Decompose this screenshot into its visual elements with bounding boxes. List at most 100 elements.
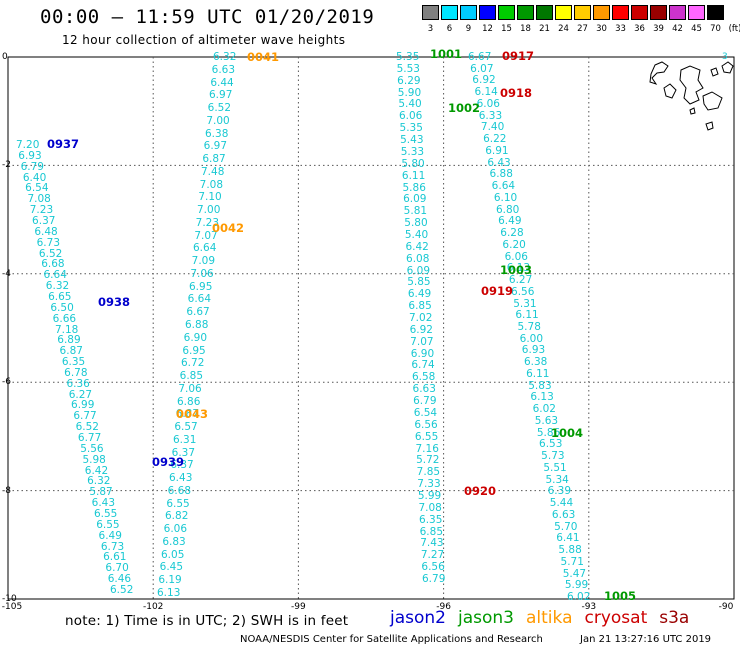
scale-swatch <box>707 5 724 20</box>
swh-value: 6.63 <box>551 508 576 521</box>
swh-value: 6.63 <box>211 63 236 76</box>
swh-value: 6.28 <box>500 227 524 240</box>
swh-value: 6.22 <box>483 133 507 146</box>
swh-value: 6.35 <box>419 513 443 526</box>
swh-value: 6.46 <box>107 573 132 586</box>
swh-value: 6.85 <box>419 525 444 538</box>
swh-value: 7.00 <box>197 204 221 217</box>
swh-value: 6.79 <box>20 160 44 173</box>
swh-value: 6.45 <box>159 561 184 574</box>
swh-value: 7.27 <box>420 549 445 562</box>
scale-tick-label: 24 <box>558 24 569 34</box>
swh-value: 6.87 <box>175 408 200 421</box>
legend-entry: altika <box>526 608 573 628</box>
swh-value: 6.06 <box>398 110 423 123</box>
swh-value: 6.99 <box>71 399 95 412</box>
pass-time-label: 0919 <box>481 284 514 298</box>
pass-time-label: 1003 <box>500 263 533 277</box>
x-tick-label: -93 <box>581 602 597 612</box>
swh-value: 6.50 <box>50 301 74 314</box>
scale-tick-label: 39 <box>653 24 664 34</box>
swh-value: 7.08 <box>199 178 224 191</box>
scale-swatch <box>593 5 610 20</box>
generated-timestamp: Jan 21 13:27:16 UTC 2019 <box>580 634 712 645</box>
swh-value: 7.08 <box>418 501 442 514</box>
legend-entry: jason2 <box>390 608 446 628</box>
scale-tick-label: 70 <box>710 24 721 34</box>
swh-value: 6.40 <box>22 171 47 184</box>
swh-value: 6.00 <box>519 332 544 345</box>
swh-value: 6.65 <box>48 290 72 303</box>
swh-value: 5.72 <box>416 454 440 467</box>
pass-time-label: 1001 <box>430 47 463 61</box>
right-edge-label: 3 <box>722 52 728 62</box>
scale-tick-label: 3 <box>427 24 434 34</box>
swh-value: 6.06 <box>504 250 528 263</box>
swh-value: 6.54 <box>25 182 49 195</box>
swh-value: 7.06 <box>178 382 202 395</box>
swh-value: 6.77 <box>73 410 97 423</box>
swh-value: 6.97 <box>203 140 228 153</box>
scale-swatch <box>422 5 439 20</box>
swh-value: 6.32 <box>213 51 237 63</box>
swh-value: 7.23 <box>29 204 54 217</box>
swh-value: 5.43 <box>400 134 424 147</box>
swh-value: 6.67 <box>468 51 492 63</box>
swh-value: 6.55 <box>166 497 190 510</box>
swh-value: 6.07 <box>470 62 494 75</box>
swh-value: 7.02 <box>409 312 433 324</box>
swh-value: 6.95 <box>182 344 206 357</box>
swh-value: 7.10 <box>198 191 222 204</box>
swh-value: 5.35 <box>399 122 423 135</box>
swh-value: 5.40 <box>404 228 429 241</box>
swh-value: 6.95 <box>189 280 213 293</box>
swh-value: 6.49 <box>407 288 432 301</box>
swh-value: 6.88 <box>185 319 209 331</box>
swh-value: 6.06 <box>476 97 500 110</box>
swh-value: 5.35 <box>396 51 420 63</box>
x-tick-label: -99 <box>291 602 306 612</box>
swh-value: 7.43 <box>420 537 444 550</box>
swh-value: 6.77 <box>77 432 102 445</box>
swh-value: 6.53 <box>539 438 563 451</box>
scale-swatch <box>669 5 686 20</box>
swh-value: 7.40 <box>480 121 505 134</box>
pass-time-label: 1002 <box>448 101 481 115</box>
swh-value: 5.44 <box>549 497 574 510</box>
scale-swatch <box>536 5 553 20</box>
swh-value: 5.73 <box>541 450 565 463</box>
scale-tick-label: 18 <box>520 24 531 34</box>
swh-value: 6.55 <box>414 430 439 443</box>
scale-swatch <box>631 5 648 20</box>
swh-value: 6.57 <box>174 421 198 434</box>
swh-value: 5.51 <box>543 461 567 474</box>
scale-swatch <box>460 5 477 20</box>
swh-value: 6.55 <box>96 518 120 531</box>
swh-value: 5.81 <box>403 205 428 218</box>
chart-subtitle: 12 hour collection of altimeter wave hei… <box>62 33 346 47</box>
swh-value: 6.49 <box>498 215 522 228</box>
swh-value: 6.79 <box>413 395 437 408</box>
swh-value: 6.74 <box>411 359 435 372</box>
pass-time-label: 0937 <box>47 137 80 151</box>
swh-value: 6.02 <box>532 403 556 416</box>
swh-value: 6.37 <box>171 446 196 459</box>
swh-value: 7.07 <box>194 229 218 242</box>
swh-value: 6.14 <box>474 86 498 99</box>
swh-value: 6.08 <box>406 252 430 265</box>
swh-value: 6.19 <box>158 574 182 587</box>
pass-time-label: 1005 <box>604 589 637 603</box>
scale-tick-label: 45 <box>691 24 702 34</box>
scale-swatch <box>650 5 667 20</box>
swh-value: 6.97 <box>209 89 233 102</box>
swh-value: 5.99 <box>417 489 442 502</box>
scale-unit: (ft) <box>728 24 740 34</box>
pass-time-label: 0938 <box>98 295 131 309</box>
swh-value: 6.32 <box>45 280 70 293</box>
swh-value: 5.86 <box>536 426 561 439</box>
swh-value: 5.78 <box>517 321 541 333</box>
swh-value: 5.53 <box>396 62 420 75</box>
swh-value: 6.02 <box>567 591 591 603</box>
swh-value: 6.86 <box>177 395 201 408</box>
swh-value: 6.13 <box>157 587 181 599</box>
